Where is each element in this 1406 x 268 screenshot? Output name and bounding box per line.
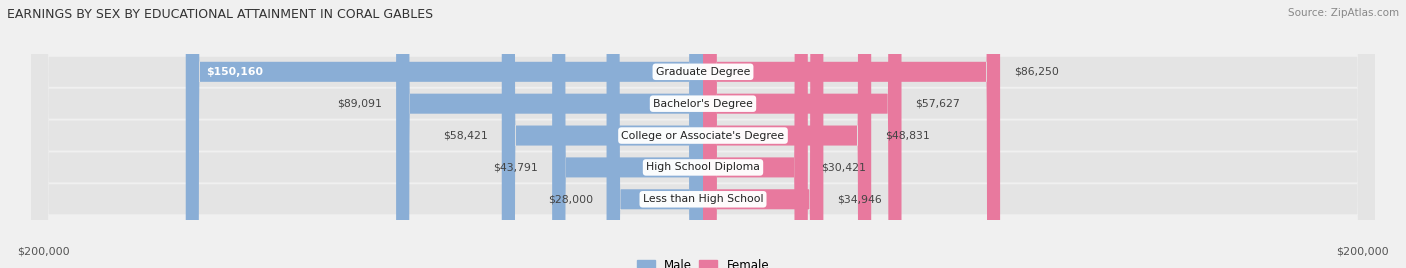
Text: Graduate Degree: Graduate Degree — [655, 67, 751, 77]
Text: $43,791: $43,791 — [494, 162, 538, 172]
FancyBboxPatch shape — [31, 0, 1375, 268]
Text: $48,831: $48,831 — [884, 131, 929, 140]
FancyBboxPatch shape — [502, 0, 703, 268]
Text: $86,250: $86,250 — [1014, 67, 1059, 77]
Text: College or Associate's Degree: College or Associate's Degree — [621, 131, 785, 140]
Text: $30,421: $30,421 — [821, 162, 866, 172]
Text: Less than High School: Less than High School — [643, 194, 763, 204]
Text: $28,000: $28,000 — [548, 194, 593, 204]
Text: $200,000: $200,000 — [17, 247, 69, 256]
Text: EARNINGS BY SEX BY EDUCATIONAL ATTAINMENT IN CORAL GABLES: EARNINGS BY SEX BY EDUCATIONAL ATTAINMEN… — [7, 8, 433, 21]
FancyBboxPatch shape — [703, 0, 901, 268]
Text: $150,160: $150,160 — [207, 67, 263, 77]
FancyBboxPatch shape — [31, 0, 1375, 268]
FancyBboxPatch shape — [703, 0, 808, 268]
FancyBboxPatch shape — [31, 0, 1375, 268]
Text: Source: ZipAtlas.com: Source: ZipAtlas.com — [1288, 8, 1399, 18]
FancyBboxPatch shape — [703, 0, 824, 268]
FancyBboxPatch shape — [703, 0, 1000, 268]
Text: High School Diploma: High School Diploma — [647, 162, 759, 172]
FancyBboxPatch shape — [31, 0, 1375, 268]
FancyBboxPatch shape — [703, 0, 872, 268]
Text: $57,627: $57,627 — [915, 99, 960, 109]
FancyBboxPatch shape — [186, 0, 703, 268]
FancyBboxPatch shape — [553, 0, 703, 268]
Text: $200,000: $200,000 — [1337, 247, 1389, 256]
Text: Bachelor's Degree: Bachelor's Degree — [652, 99, 754, 109]
FancyBboxPatch shape — [396, 0, 703, 268]
Text: $34,946: $34,946 — [837, 194, 882, 204]
Text: $58,421: $58,421 — [443, 131, 488, 140]
Text: $89,091: $89,091 — [337, 99, 382, 109]
FancyBboxPatch shape — [31, 0, 1375, 268]
FancyBboxPatch shape — [606, 0, 703, 268]
Legend: Male, Female: Male, Female — [633, 255, 773, 268]
